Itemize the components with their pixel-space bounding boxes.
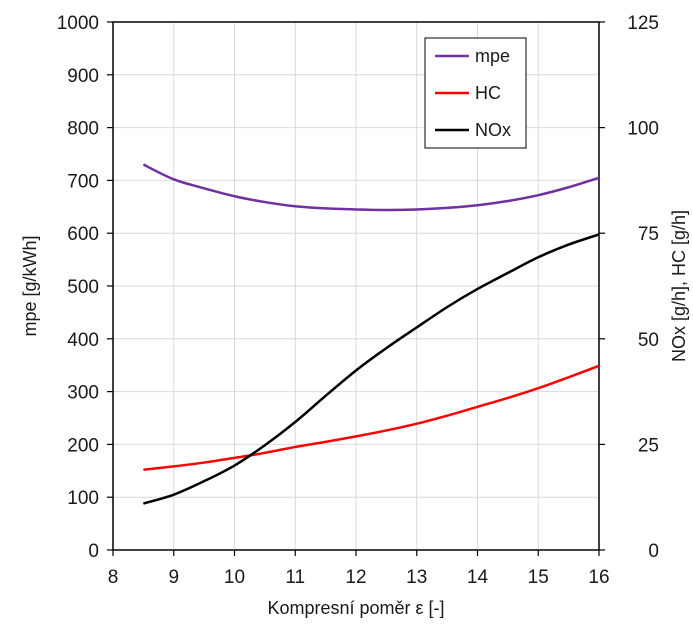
series-line-mpe: [142, 163, 600, 212]
series-lines: [142, 163, 600, 505]
y-tick-label: 700: [67, 171, 99, 192]
y-tick-label: 0: [88, 541, 99, 562]
series-line-nox: [143, 233, 600, 505]
y-tick-label: 400: [67, 330, 99, 351]
legend: mpe HC NOx: [424, 37, 527, 149]
right-y-axis-ticks: 0 25 50 75 100 125: [599, 13, 659, 562]
series-line-hc: [143, 364, 600, 471]
left-y-axis-title: mpe [g/kWh]: [20, 235, 40, 336]
y-tick-label: 200: [67, 435, 99, 456]
gridlines: [112, 21, 600, 551]
y2-tick-label: 125: [627, 13, 659, 34]
x-tick-label: 13: [406, 567, 427, 588]
x-tick-label: 12: [345, 567, 366, 588]
y2-tick-label: 50: [638, 330, 659, 351]
x-tick-label: 11: [285, 567, 305, 588]
y-tick-label: 800: [67, 119, 99, 140]
y-tick-label: 1000: [57, 13, 99, 34]
y2-tick-label: 100: [627, 119, 659, 140]
y-tick-label: 300: [67, 383, 99, 404]
x-tick-label: 16: [588, 567, 609, 588]
y-tick-label: 500: [67, 277, 99, 298]
left-y-axis-ticks: 0 100 200 300 400 500 600 700 800 900 1000: [57, 13, 113, 562]
x-tick-label: 9: [168, 567, 179, 588]
right-y-axis-title: NOx [g/h], HC [g/h]: [669, 210, 689, 362]
y2-tick-label: 75: [638, 224, 659, 245]
legend-label-nox: NOx: [475, 120, 511, 140]
y2-tick-label: 25: [638, 435, 659, 456]
y-tick-label: 100: [67, 488, 99, 509]
legend-label-mpe: mpe: [475, 46, 510, 66]
x-axis-title: Kompresní poměr ε [-]: [267, 598, 444, 618]
legend-label-hc: HC: [475, 83, 501, 103]
y-tick-label: 600: [67, 224, 99, 245]
x-tick-label: 8: [108, 567, 119, 588]
x-tick-label: 10: [224, 567, 245, 588]
x-tick-label: 15: [528, 567, 549, 588]
y2-tick-label: 0: [648, 541, 659, 562]
y-tick-label: 900: [67, 66, 99, 87]
x-axis-ticks: 8 9 10 11 12 13 14 15 16: [108, 550, 610, 588]
x-tick-label: 14: [467, 567, 489, 588]
